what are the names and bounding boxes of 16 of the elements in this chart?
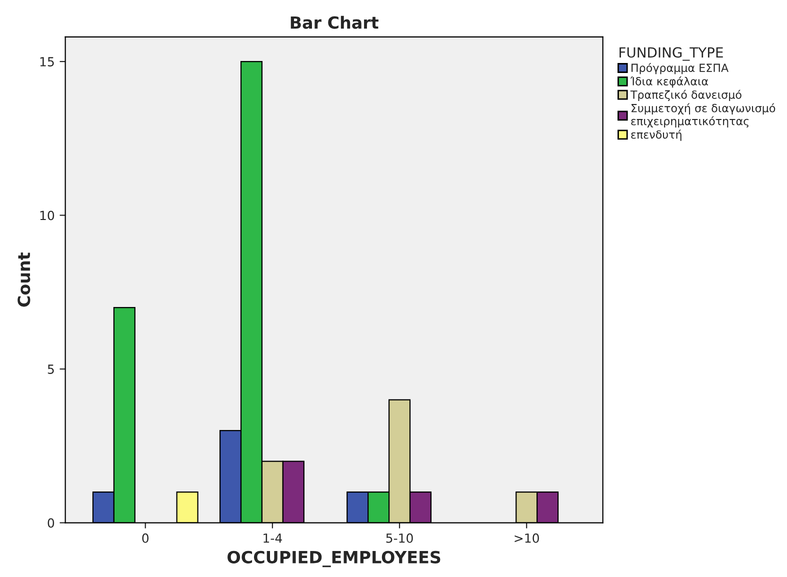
legend-label: επενδυτή — [631, 130, 682, 141]
x-tick-label: 1-4 — [264, 534, 282, 543]
chart-title: Bar Chart — [290, 16, 378, 29]
y-tick-label: 10 — [40, 210, 54, 220]
legend-title: FUNDING_TYPE — [620, 47, 723, 61]
y-axis-title: Count — [18, 252, 30, 307]
y-tick-label: 5 — [48, 364, 54, 374]
legend-label: Πρόγραμμα ΕΣΠΑ — [632, 62, 728, 74]
legend-label: Ίδια κεφάλαια — [630, 76, 708, 88]
x-tick-label: 0 — [142, 533, 149, 543]
y-tick-label: 15 — [40, 57, 54, 66]
y-tick-label: 0 — [48, 518, 54, 528]
legend-label: Τραπεζικό δανεισμό — [630, 90, 742, 102]
x-tick-label: >10 — [514, 533, 539, 543]
x-tick-label: 5-10 — [386, 533, 413, 543]
x-axis-title: OCCUPIED_EMPLOYEES — [228, 550, 440, 568]
